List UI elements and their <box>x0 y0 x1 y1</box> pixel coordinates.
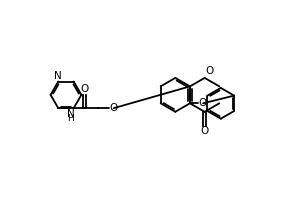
Text: O: O <box>110 103 118 113</box>
Text: O: O <box>200 126 209 136</box>
Text: H: H <box>67 114 74 123</box>
Text: O: O <box>206 66 214 76</box>
Text: N: N <box>67 109 74 119</box>
Text: O: O <box>199 98 207 108</box>
Text: O: O <box>80 84 88 94</box>
Text: N: N <box>54 71 61 81</box>
